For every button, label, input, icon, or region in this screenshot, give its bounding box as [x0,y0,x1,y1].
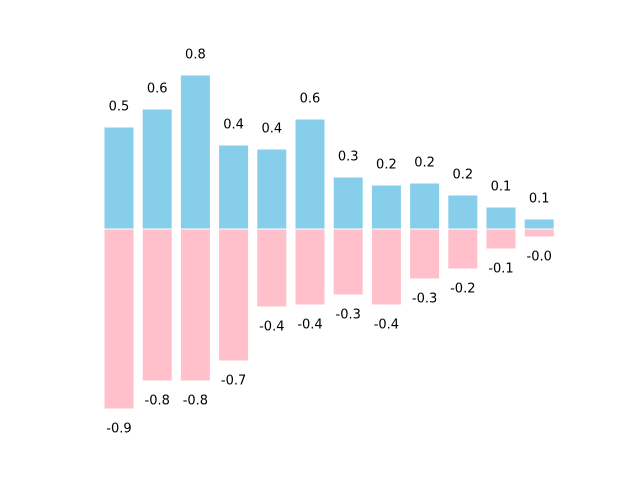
positive-value-label-5: 0.4 [261,122,282,137]
positive-bar-6 [294,118,326,230]
negative-value-label-11: -0.1 [488,262,513,277]
negative-value-label-2: -0.8 [145,394,170,409]
negative-value-label-3: -0.8 [183,394,208,409]
positive-bar-4 [218,144,250,230]
positive-bar-11 [485,206,517,230]
negative-bar-5 [256,228,288,308]
positive-bar-1 [103,126,135,230]
positive-bar-10 [447,194,479,230]
positive-value-label-8: 0.2 [376,158,397,173]
negative-value-label-10: -0.2 [450,282,475,297]
negative-bar-1 [103,228,135,410]
negative-value-label-6: -0.4 [297,318,322,333]
positive-value-label-2: 0.6 [147,82,168,97]
positive-bar-3 [179,74,211,230]
positive-bar-2 [141,108,173,230]
negative-bar-2 [141,228,173,382]
positive-bar-5 [256,148,288,230]
positive-value-label-7: 0.3 [338,150,359,165]
negative-bar-3 [179,228,211,382]
positive-value-label-10: 0.2 [452,168,473,183]
negative-bar-11 [485,228,517,250]
negative-bar-7 [332,228,364,296]
positive-value-label-12: 0.1 [529,192,550,207]
positive-value-label-6: 0.6 [300,92,321,107]
bars-group [103,74,555,410]
negative-value-label-1: -0.9 [106,422,131,437]
negative-value-label-5: -0.4 [259,320,284,335]
negative-bar-8 [370,228,402,306]
negative-value-label-4: -0.7 [221,374,246,389]
negative-bar-9 [409,228,441,280]
negative-bar-6 [294,228,326,306]
negative-bar-4 [218,228,250,362]
labels-group: 0.5 0.6 0.8 0.4 0.4 0.6 0.3 0.2 0.2 0.2 0.1 0.1 -0.9… [106,48,552,437]
positive-value-label-9: 0.2 [414,156,435,171]
positive-bar-8 [370,184,402,230]
positive-value-label-1: 0.5 [109,100,130,115]
negative-bar-10 [447,228,479,270]
negative-bar-12 [523,228,555,238]
positive-value-label-3: 0.8 [185,48,206,63]
positive-bar-12 [523,218,555,230]
negative-value-label-8: -0.4 [374,318,399,333]
negative-value-label-9: -0.3 [412,292,437,307]
positive-value-label-4: 0.4 [223,118,244,133]
negative-value-label-7: -0.3 [336,308,361,323]
positive-bar-9 [409,182,441,230]
positive-bar-7 [332,176,364,230]
negative-value-label-12: -0.0 [527,250,552,265]
positive-value-label-11: 0.1 [491,180,512,195]
